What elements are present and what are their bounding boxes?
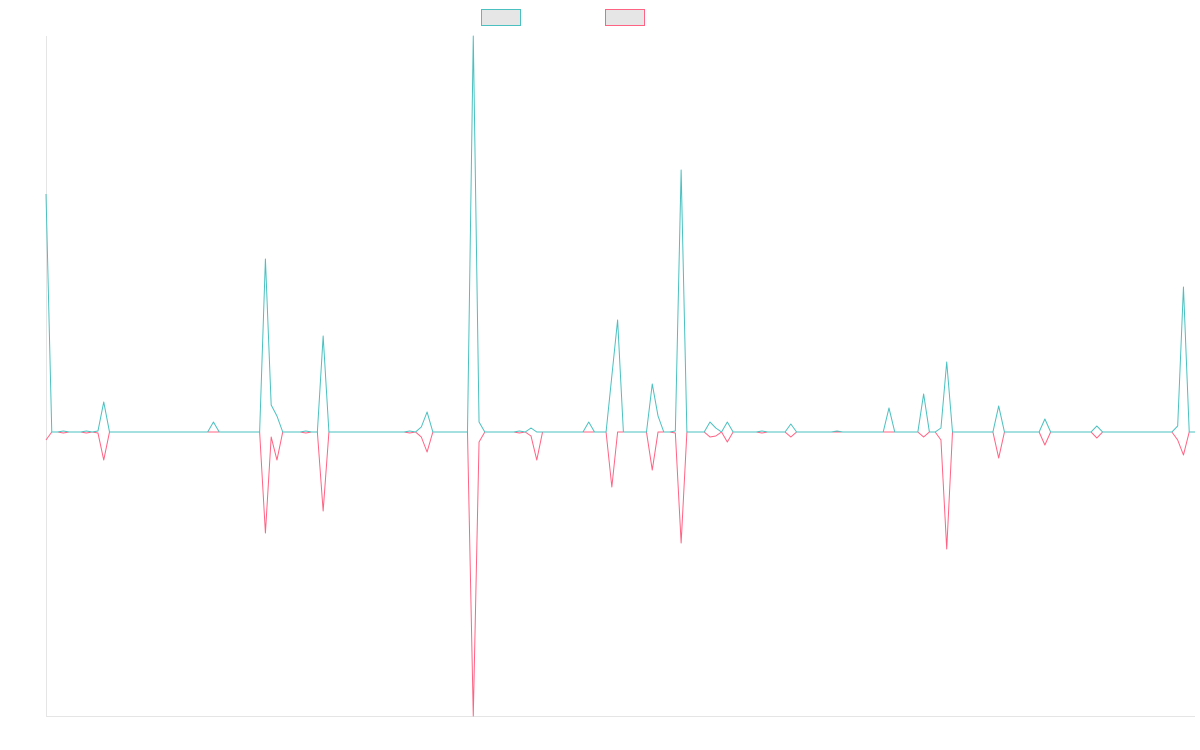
series-line [45, 431, 1195, 717]
legend-swatch [605, 9, 645, 26]
legend-swatch [481, 9, 521, 26]
series-line [45, 35, 1195, 433]
